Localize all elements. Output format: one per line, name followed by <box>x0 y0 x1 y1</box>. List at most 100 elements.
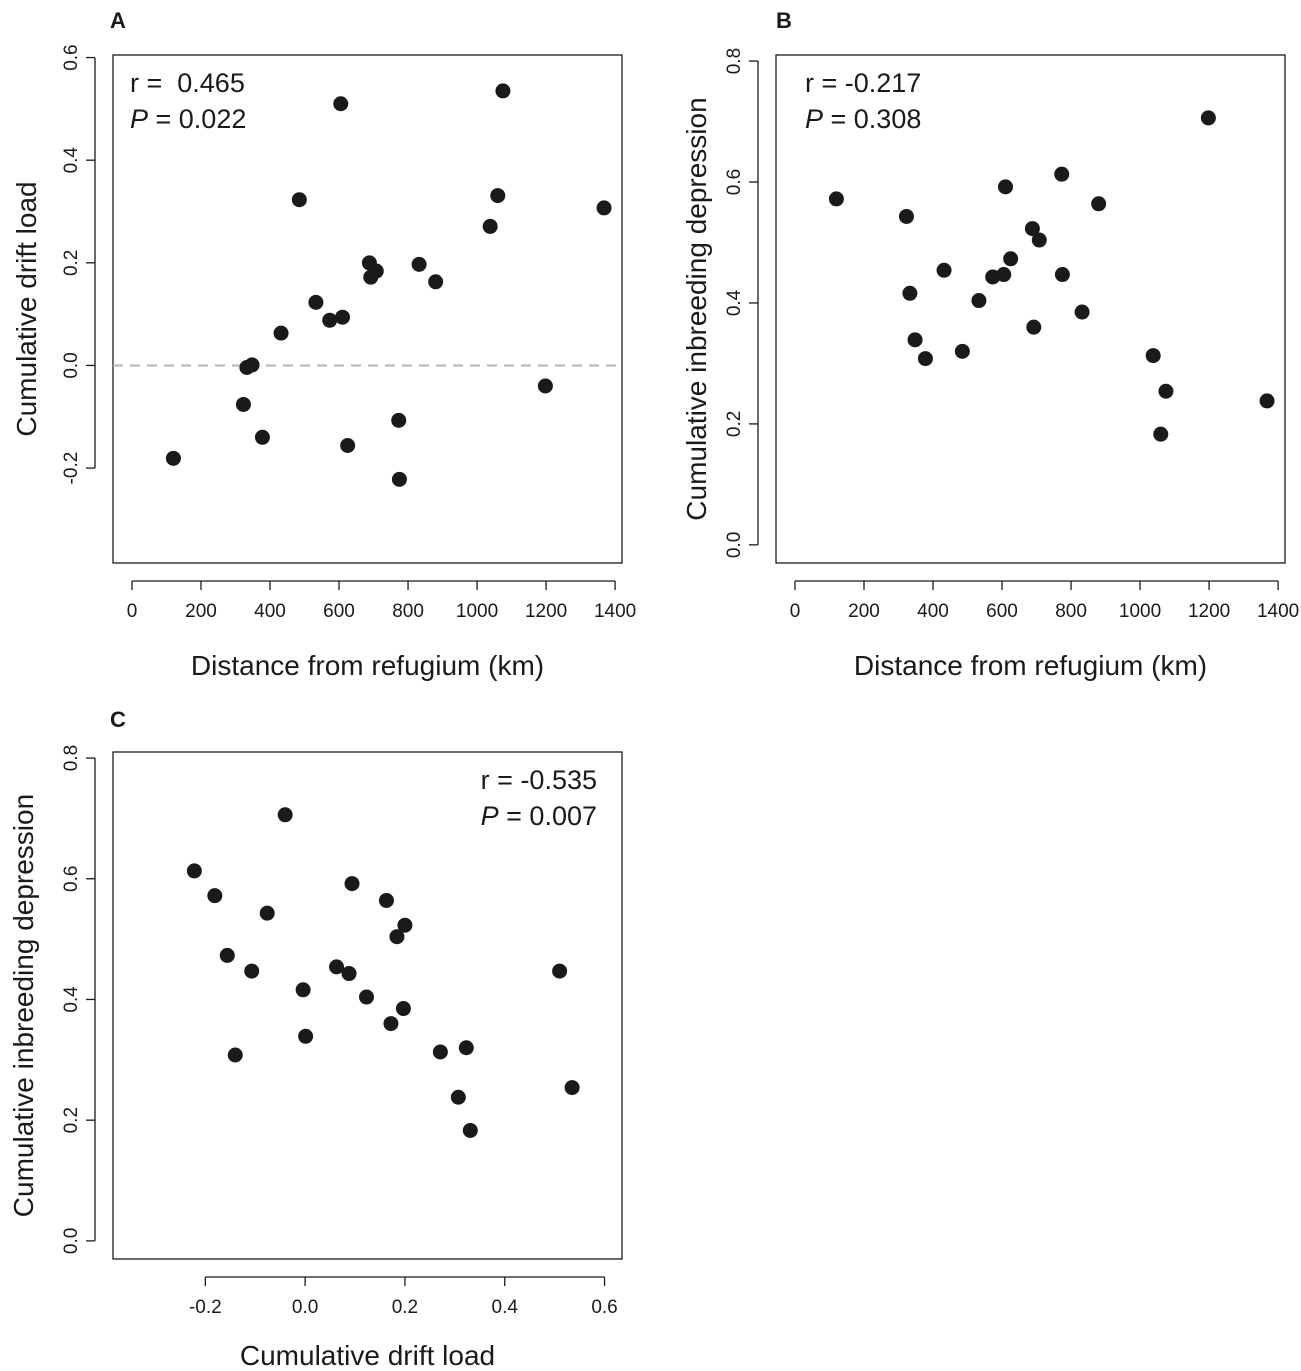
panel-a-data-point <box>340 437 356 453</box>
panel-a-data-point <box>368 263 384 279</box>
panel-c-y-axis-title: Cumulative inbreeding depression <box>8 794 39 1217</box>
panel-a-data-point <box>165 450 181 466</box>
panel-b-y-tick-label: 0.8 <box>724 48 745 74</box>
panel-b-correlation-r: r = -0.217 <box>805 68 921 98</box>
panel-c-correlation-r: r = -0.535 <box>481 765 597 795</box>
panel-a-x-tick-label: 1000 <box>456 601 498 622</box>
panel-a-y-tick-label: 0.2 <box>61 250 82 276</box>
panel-a-data-point <box>254 429 270 445</box>
panel-b-y-axis-title: Cumulative inbreeding depression <box>681 97 712 520</box>
panel-b-plot-frame <box>775 54 1286 564</box>
panel-a-y-tick-label: 0.4 <box>61 147 82 174</box>
panel-b-x-tick-label: 1400 <box>1257 601 1299 622</box>
panel-c-x-axis-title: Cumulative drift load <box>240 1340 495 1371</box>
panel-a-x-tick-label: 1200 <box>525 601 567 622</box>
panel-c-data-point <box>219 947 235 963</box>
panel-c-data-point <box>359 989 375 1005</box>
panel-b-data-point <box>997 179 1013 195</box>
panel-b-data-point <box>1074 304 1090 320</box>
panel-b-data-point <box>936 262 952 278</box>
panel-b-data-point <box>1054 166 1070 182</box>
panel-b-data-point <box>1031 232 1047 248</box>
panel-c-data-point <box>458 1040 474 1056</box>
panel-c-data-point <box>564 1080 580 1096</box>
panel-c-data-point <box>227 1047 243 1063</box>
panel-a-x-axis-title: Distance from refugium (km) <box>191 650 544 681</box>
panel-b-data-point <box>902 285 918 301</box>
panel-a-data-point <box>333 96 349 112</box>
panel-a-data-point <box>391 412 407 428</box>
panel-a-y-axis-title: Cumulative drift load <box>11 181 42 436</box>
panel-c-data-point <box>207 888 223 904</box>
panel-c-x-tick-label: -0.2 <box>189 1297 222 1318</box>
panel-b-data-point <box>1153 426 1169 442</box>
panel-c-data-point <box>389 929 405 945</box>
panel-c-y-tick-label: 0.2 <box>61 1107 82 1133</box>
panel-b-data-point <box>1158 383 1174 399</box>
panel-a-data-point <box>411 256 427 272</box>
panel-c-data-point <box>397 917 413 933</box>
panel-a-x-tick-label: 1400 <box>594 601 636 622</box>
panel-a-correlation-r: r = 0.465 <box>130 68 245 98</box>
panel-c-y-tick-label: 0.4 <box>61 986 82 1013</box>
panel-a-data-point <box>334 309 350 325</box>
panel-b-y-tick-label: 0.2 <box>724 411 745 437</box>
panel-b-data-point <box>917 351 933 367</box>
panel-a-x-tick-label: 0 <box>127 601 138 622</box>
panel-b-data-point <box>1091 196 1107 212</box>
panel-a-x-tick-label: 200 <box>185 601 217 622</box>
panel-a-letter: A <box>110 8 126 33</box>
panel-c-data-point <box>462 1122 478 1138</box>
panel-b-data-point <box>898 208 914 224</box>
panel-a-plot-frame <box>112 54 623 564</box>
panel-c-data-point <box>298 1028 314 1044</box>
panel-b-x-tick-label: 0 <box>790 601 801 622</box>
panel-b-x-tick-label: 1000 <box>1119 601 1161 622</box>
panel-c-data-point <box>329 959 345 975</box>
panel-c-data-point <box>295 982 311 998</box>
panel-a-data-point <box>537 378 553 394</box>
panel-b-data-point <box>1026 319 1042 335</box>
panel-b-data-point <box>1259 393 1275 409</box>
panel-b-data-point <box>954 343 970 359</box>
panel-a-y-tick-label: 0.0 <box>61 352 82 378</box>
panel-a-p-value: P = 0.022 <box>130 104 246 134</box>
panel-a-data-point <box>490 188 506 204</box>
panel-a-y-tick-label: 0.6 <box>61 44 82 70</box>
panel-b-x-tick-label: 1200 <box>1188 601 1230 622</box>
panel-b-data-point <box>1024 221 1040 237</box>
panel-b-data-point <box>1054 267 1070 283</box>
panel-b-data-point <box>1145 348 1161 364</box>
panel-b-data-point <box>907 332 923 348</box>
panel-a-data-point <box>391 471 407 487</box>
panel-c-data-point <box>552 963 568 979</box>
panel-c-plot-frame <box>112 751 623 1260</box>
panel-c-x-tick-label: 0.0 <box>292 1297 318 1318</box>
panel-c-data-point <box>277 807 293 823</box>
panel-a-data-point <box>596 200 612 216</box>
panel-c-x-tick-label: 0.6 <box>591 1297 617 1318</box>
panel-c-letter: C <box>110 707 126 732</box>
panel-c-data-point <box>432 1044 448 1060</box>
panel-c-data-point <box>395 1001 411 1017</box>
panel-b-data-point <box>1003 251 1019 267</box>
panel-b-y-tick-label: 0.0 <box>724 532 745 558</box>
panel-b-letter: B <box>776 8 792 33</box>
panel-c-data-point <box>344 876 360 892</box>
panel-c-p-value: P = 0.007 <box>481 801 597 831</box>
panel-c-data-point <box>378 892 394 908</box>
panel-c-x-tick-label: 0.4 <box>492 1297 519 1318</box>
panel-a-x-tick-label: 600 <box>323 601 355 622</box>
panel-b-data-point <box>828 191 844 207</box>
panel-a-x-tick-label: 400 <box>254 601 286 622</box>
panel-b-x-tick-label: 800 <box>1055 601 1087 622</box>
panel-b-x-tick-label: 200 <box>848 601 880 622</box>
panel-c-data-point <box>341 966 357 982</box>
panel-c-data-point <box>259 905 275 921</box>
panel-b-x-tick-label: 400 <box>917 601 949 622</box>
panel-b-p-value: P = 0.308 <box>805 104 921 134</box>
panel-a-data-point <box>495 83 511 99</box>
panel-a-data-point <box>273 325 289 341</box>
panel-b-x-axis-title: Distance from refugium (km) <box>854 650 1207 681</box>
